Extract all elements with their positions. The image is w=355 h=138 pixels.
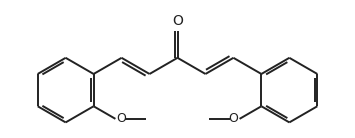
Text: O: O xyxy=(229,112,238,125)
Text: O: O xyxy=(117,112,126,125)
Text: O: O xyxy=(172,14,183,28)
